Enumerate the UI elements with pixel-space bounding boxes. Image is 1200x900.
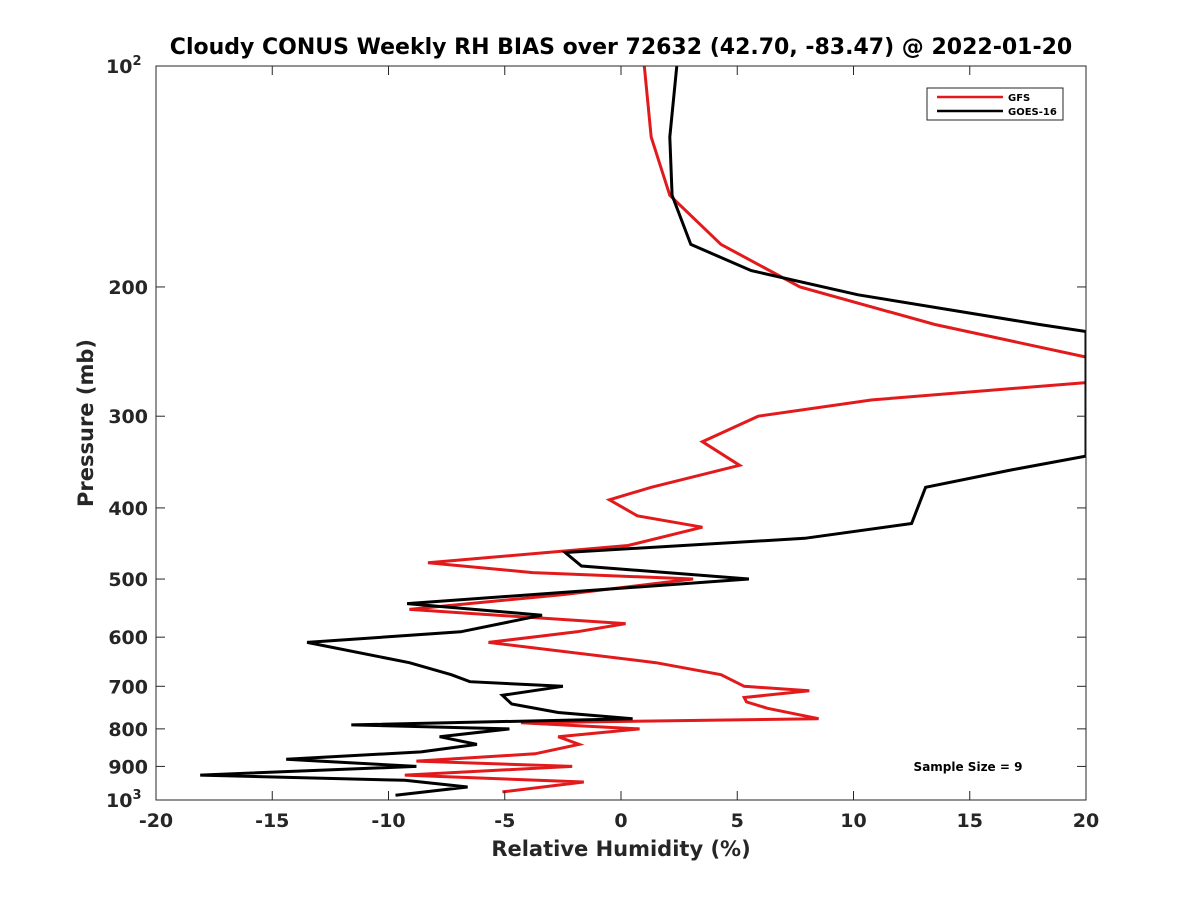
x-axis-label: Relative Humidity (%): [491, 837, 750, 861]
series-layer: [200, 66, 1086, 797]
x-axis: -20 -15 -10 -5 0 5 10 15 20: [139, 66, 1099, 832]
x-tick-label: 10: [840, 810, 866, 832]
legend-box: [926, 87, 1064, 121]
x-tick-label: 0: [614, 810, 627, 832]
y-axis-label: Pressure (mb): [74, 339, 98, 507]
legend-label: GFS: [1008, 93, 1030, 104]
sample-size-annotation: Sample Size = 9: [914, 760, 1023, 774]
y-tick-label: 800: [108, 719, 148, 741]
y-tick-label: 300: [108, 406, 148, 428]
x-tick-label: -5: [494, 810, 515, 832]
x-tick-label: -20: [139, 810, 173, 832]
y-tick-label: 600: [108, 627, 148, 649]
y-tick-label: 500: [108, 569, 148, 591]
x-tick-label: 5: [731, 810, 744, 832]
legend: GFS GOES-16: [926, 87, 1064, 121]
x-tick-label: -10: [371, 810, 405, 832]
y-tick-label: 700: [108, 676, 148, 698]
series-line-goes-16: [200, 66, 1086, 797]
legend-label: GOES-16: [1008, 107, 1057, 118]
y-tick-label: 900: [108, 756, 148, 778]
chart-title: Cloudy CONUS Weekly RH BIAS over 72632 (…: [170, 35, 1072, 60]
x-tick-label: -15: [255, 810, 289, 832]
x-tick-label: 20: [1073, 810, 1099, 832]
y-tick-label: 200: [108, 277, 148, 299]
x-tick-label: 15: [957, 810, 983, 832]
series-line-gfs: [404, 66, 1086, 794]
y-tick-label: 400: [108, 498, 148, 520]
